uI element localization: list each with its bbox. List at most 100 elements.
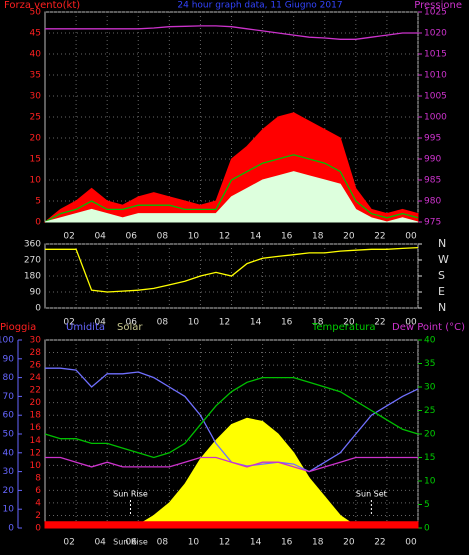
y-tick-label: 50	[30, 8, 42, 18]
y-tick-label: 10	[30, 176, 42, 186]
x-tick-label: 00	[405, 318, 417, 328]
x-tick-label: 22	[374, 318, 385, 328]
y-tick-label: 14	[30, 436, 42, 446]
x-tick-label: 22	[374, 538, 385, 548]
y3-tick-label: 20	[3, 486, 15, 496]
y-tick-label: 45	[30, 29, 41, 39]
x-tick-label: 14	[250, 538, 262, 548]
x-tick-label: 20	[343, 538, 355, 548]
y2-tick-label: 1000	[424, 113, 447, 123]
x-tick-label: 16	[281, 232, 293, 242]
y-tick-label: 35	[30, 71, 41, 81]
axis-title: Dew Point (°C)	[392, 322, 465, 333]
y2-tick-label: 975	[424, 218, 441, 228]
series-line	[44, 376, 419, 459]
y-tick-label: 360	[24, 240, 41, 250]
y-tick-label: 12	[30, 448, 41, 458]
annotation: Sun Rise	[113, 538, 148, 547]
series-area	[44, 171, 419, 223]
axis-title: Pressione	[414, 0, 462, 11]
x-tick-label: 04	[94, 232, 106, 242]
x-tick-label: 18	[312, 538, 324, 548]
y2-tick-label: 1020	[424, 29, 447, 39]
y-tick-label: 18	[30, 411, 42, 421]
x-tick-label: 06	[126, 538, 138, 548]
y2-tick-label: 5	[424, 500, 430, 510]
y-tick-label: 8	[35, 473, 41, 483]
x-tick-label: 02	[63, 538, 74, 548]
y-tick-label: 0	[35, 218, 41, 228]
series-line	[45, 25, 418, 40]
axis-title: Forza vento(kt)	[4, 0, 80, 11]
y-tick-label: 30	[30, 92, 42, 102]
series-area	[45, 417, 418, 529]
series-line	[45, 456, 418, 473]
x-tick-label: 10	[188, 318, 200, 328]
y3-tick-label: 30	[3, 467, 15, 477]
x-tick-label: 00	[405, 232, 417, 242]
series-line	[45, 246, 419, 293]
y-tick-label: 180	[24, 272, 41, 282]
y-tick-label: 30	[30, 336, 42, 346]
y3-tick-label: 70	[3, 392, 15, 402]
y2-tick-label: 1005	[424, 92, 447, 102]
y2-tick-label: 1015	[424, 50, 447, 60]
y2-tick-label: 10	[424, 477, 436, 487]
chart-title: 24 hour graph data, 11 Giugno 2017	[177, 1, 342, 11]
y2-tick-label: 25	[424, 406, 435, 416]
y3-tick-label: 60	[3, 411, 15, 421]
axis-title: Umidita	[66, 322, 105, 333]
x-tick-label: 14	[250, 232, 262, 242]
x-tick-label: 18	[312, 318, 324, 328]
axis-title: Temperatura	[311, 322, 376, 333]
x-tick-label: 08	[157, 538, 169, 548]
annotation: Sun Set	[356, 490, 387, 499]
y-tick-label: 90	[30, 288, 42, 298]
y-tick-label: 40	[30, 50, 42, 60]
y-tick-label: 5	[35, 197, 41, 207]
x-tick-label: 16	[281, 538, 293, 548]
y-tick-label: 0	[35, 524, 41, 534]
y3-tick-label: 50	[3, 430, 15, 440]
y2-tick-label: 35	[424, 359, 435, 369]
y-tick-label: 24	[30, 373, 42, 383]
x-tick-label: 12	[219, 318, 230, 328]
x-tick-label: 20	[343, 318, 355, 328]
y2-tick-label: 30	[424, 383, 436, 393]
y-tick-label: 25	[30, 113, 41, 123]
y2-tick-label: 995	[424, 134, 441, 144]
y2-tick-label: 980	[424, 197, 441, 207]
y2-tick-label: W	[438, 253, 449, 266]
x-tick-label: 00	[405, 538, 417, 548]
x-tick-label: 08	[157, 232, 169, 242]
annotation: Sun Rise	[113, 490, 148, 499]
x-tick-label: 18	[312, 232, 324, 242]
y3-tick-label: 80	[3, 373, 15, 383]
y2-tick-label: N	[438, 301, 446, 314]
x-tick-label: 06	[126, 232, 138, 242]
y-tick-label: 0	[35, 304, 41, 314]
y2-tick-label: 20	[424, 430, 436, 440]
y-tick-label: 28	[30, 348, 42, 358]
x-tick-label: 12	[219, 232, 230, 242]
y3-tick-label: 100	[0, 336, 14, 346]
y-tick-label: 4	[35, 498, 41, 508]
y2-tick-label: N	[438, 237, 446, 250]
x-tick-label: 22	[374, 232, 385, 242]
y2-tick-label: S	[438, 269, 445, 282]
y3-tick-label: 10	[3, 505, 15, 515]
x-tick-label: 04	[94, 538, 106, 548]
x-tick-label: 20	[343, 232, 355, 242]
x-tick-label: 10	[188, 538, 200, 548]
series-line	[44, 154, 419, 223]
x-tick-label: 16	[281, 318, 293, 328]
axis-title: Solar	[117, 322, 143, 333]
y-tick-label: 20	[30, 134, 42, 144]
y-tick-label: 15	[30, 155, 41, 165]
x-tick-label: 02	[63, 232, 74, 242]
axis-title: Pioggia	[0, 322, 36, 333]
y-tick-label: 16	[30, 423, 42, 433]
series-area	[44, 521, 419, 529]
y-tick-label: 270	[24, 256, 41, 266]
x-tick-label: 12	[219, 538, 230, 548]
